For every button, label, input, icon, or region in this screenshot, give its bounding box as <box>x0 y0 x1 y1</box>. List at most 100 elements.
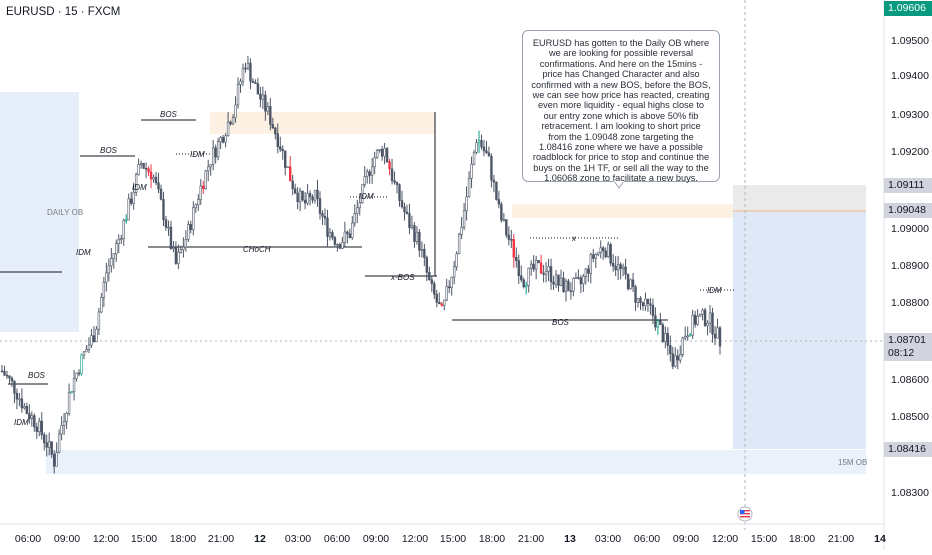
idm-label-2: IDM <box>76 248 91 257</box>
candle-body <box>425 257 429 273</box>
candle-body <box>80 354 83 375</box>
candle-body <box>326 217 329 237</box>
candle-body <box>132 192 135 204</box>
price-tick: 1.08600 <box>891 374 929 386</box>
candle-body <box>462 210 466 228</box>
candle-body <box>231 117 235 125</box>
time-tick: 21:00 <box>517 533 545 545</box>
candle-body <box>286 166 289 169</box>
price-tick: 1.09500 <box>891 35 929 47</box>
candle-body <box>241 67 245 82</box>
candle-body <box>50 441 53 455</box>
candle-body <box>502 219 506 221</box>
candle-body <box>711 312 714 335</box>
candle-body <box>351 222 354 239</box>
candle-body <box>706 322 709 326</box>
candle-body <box>589 254 593 274</box>
candle-body <box>438 301 441 305</box>
candle-body <box>316 189 319 200</box>
candle-body <box>604 250 607 258</box>
candle-body <box>507 234 511 240</box>
candle-body <box>703 309 707 326</box>
candle-body <box>636 297 640 303</box>
candle-body <box>328 232 332 237</box>
candle-body <box>343 231 347 243</box>
candle-body <box>323 215 327 219</box>
candle-body <box>57 433 61 453</box>
candle-body <box>348 233 352 239</box>
candle-body <box>346 231 349 235</box>
time-tick: 09:00 <box>53 533 81 545</box>
choch-label: CHoCH <box>243 245 271 254</box>
candle-body <box>28 413 31 419</box>
candle-body <box>669 345 672 354</box>
candle-body <box>390 168 394 182</box>
time-tick: 18:00 <box>788 533 816 545</box>
us-flag-icon[interactable] <box>737 506 753 522</box>
candle-body <box>413 225 416 242</box>
candle-body <box>368 171 371 176</box>
candle-body <box>122 219 125 239</box>
candle-body <box>338 244 342 249</box>
candle-body <box>544 271 548 275</box>
bos-label-3: BOS <box>160 110 178 119</box>
candle-body <box>85 349 88 353</box>
candle-body <box>224 135 227 143</box>
candle-body <box>592 254 595 259</box>
candle-body <box>659 320 662 325</box>
candle-body <box>388 161 391 170</box>
symbol-title[interactable]: EURUSD · 15 · FXCM <box>6 6 121 18</box>
time-tick: 13 <box>564 533 576 545</box>
candle-body <box>38 420 41 432</box>
idm-label-3: IDM <box>132 183 147 192</box>
candle-body <box>318 198 322 214</box>
candle-body <box>510 239 513 241</box>
price-tick: 1.08900 <box>891 260 929 272</box>
candle-body <box>154 176 158 184</box>
candle-body <box>82 351 86 356</box>
candle-body <box>174 247 178 264</box>
candle-body <box>189 224 193 231</box>
candle-body <box>87 344 91 350</box>
price-tag-entry: 1.09048 <box>884 203 932 218</box>
candle-body <box>127 198 130 221</box>
candle-body <box>564 280 568 292</box>
candle-body <box>269 106 272 125</box>
candle-body <box>72 378 76 392</box>
candle-body <box>274 127 277 135</box>
candle-body <box>433 283 436 295</box>
candle-body <box>147 168 150 173</box>
candle-body <box>229 121 232 125</box>
candle-body <box>52 454 56 467</box>
candle-body <box>187 224 190 240</box>
candle-body <box>626 274 630 290</box>
candle-body <box>515 256 518 261</box>
candle-body <box>209 163 212 168</box>
idm-label-6: IDM <box>707 286 722 295</box>
candle-body <box>554 274 558 285</box>
candle-body <box>423 248 426 258</box>
candle-body <box>500 203 503 221</box>
candle-body <box>666 333 670 346</box>
time-tick: 18:00 <box>478 533 506 545</box>
candle-body <box>698 313 702 317</box>
candle-body <box>333 237 337 245</box>
candle-body <box>251 80 255 83</box>
candle-body <box>107 265 111 274</box>
candle-body <box>435 294 438 303</box>
candle-body <box>532 263 535 270</box>
candle-body <box>375 150 379 158</box>
candle-body <box>23 406 26 409</box>
candle-body <box>490 155 493 181</box>
candle-body <box>447 286 451 289</box>
candle-body <box>708 312 712 324</box>
candle-body <box>234 104 237 119</box>
candle-body <box>539 262 543 274</box>
candle-body <box>440 303 443 306</box>
candle-body <box>688 334 692 337</box>
candle-body <box>15 392 19 400</box>
candle-body <box>718 327 722 347</box>
candle-body <box>460 226 463 235</box>
